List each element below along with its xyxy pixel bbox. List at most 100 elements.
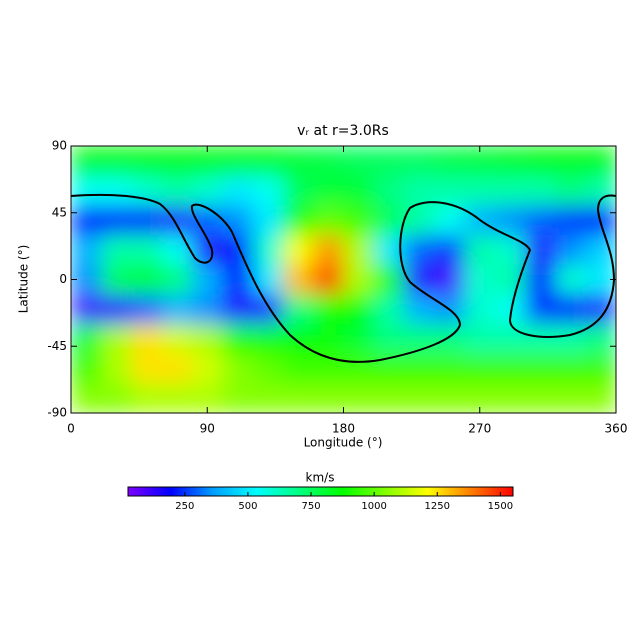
heat-cell xyxy=(404,294,435,325)
heat-cell xyxy=(313,175,344,206)
y-axis-label: Latitude (°) xyxy=(17,245,31,314)
heat-cell xyxy=(525,175,556,206)
heat-cell xyxy=(222,205,254,236)
heat-cell xyxy=(252,146,284,177)
heat-cell xyxy=(404,235,435,266)
heatmap xyxy=(71,146,616,413)
heat-cell xyxy=(131,235,163,266)
heat-cell xyxy=(555,353,587,384)
heat-cell xyxy=(525,383,556,413)
heat-cell xyxy=(494,175,526,206)
heat-cell xyxy=(373,175,405,206)
heat-cell xyxy=(494,146,526,177)
heat-cell xyxy=(343,353,375,384)
heat-cell xyxy=(282,353,314,384)
heat-cell xyxy=(373,383,405,413)
heat-cell xyxy=(101,353,133,384)
heat-cell xyxy=(434,175,466,206)
colorbar-tick-label: 500 xyxy=(238,501,257,512)
heat-cell xyxy=(343,294,375,325)
heat-cell xyxy=(464,353,496,384)
heat-cell xyxy=(434,146,466,177)
heat-cell xyxy=(464,324,496,355)
colorbar-label: km/s xyxy=(306,471,335,485)
heat-cell xyxy=(494,205,526,236)
heat-cell xyxy=(222,294,254,325)
heat-cell xyxy=(222,353,254,384)
heat-cell xyxy=(525,264,556,295)
heat-cell xyxy=(313,353,344,384)
heat-cell xyxy=(585,294,616,325)
colorbar-tick-label: 750 xyxy=(301,501,320,512)
x-tick-label: 0 xyxy=(67,422,75,436)
heat-cell xyxy=(71,324,102,355)
heat-cell xyxy=(131,146,163,177)
heat-cell xyxy=(313,235,344,266)
heat-cell xyxy=(585,324,616,355)
heat-cell xyxy=(434,324,466,355)
heat-cell xyxy=(343,324,375,355)
x-tick-label: 180 xyxy=(332,422,355,436)
colorbar xyxy=(127,486,514,497)
heat-cell xyxy=(161,146,193,177)
heat-cell xyxy=(404,353,435,384)
heat-cell xyxy=(464,294,496,325)
y-tick-label: -45 xyxy=(47,339,67,353)
heat-cell xyxy=(131,264,163,295)
heat-cell xyxy=(282,264,314,295)
heat-cell xyxy=(252,235,284,266)
heat-cell xyxy=(252,383,284,413)
heat-cell xyxy=(343,383,375,413)
y-tick-label: 90 xyxy=(52,139,67,153)
heat-cell xyxy=(585,383,616,413)
heat-cell xyxy=(585,175,616,206)
chart-title: vᵣ at r=3.0Rs xyxy=(297,123,389,139)
heat-cell xyxy=(192,264,223,295)
heat-cell xyxy=(313,146,344,177)
heat-cell xyxy=(282,294,314,325)
heat-cell xyxy=(555,264,587,295)
heat-cell xyxy=(252,264,284,295)
heat-cell xyxy=(404,146,435,177)
heat-cell xyxy=(161,324,193,355)
heat-cell xyxy=(555,294,587,325)
x-axis-label: Longitude (°) xyxy=(304,436,383,450)
x-tick-label: 270 xyxy=(468,422,491,436)
heat-cell xyxy=(161,175,193,206)
heat-cell xyxy=(494,235,526,266)
heat-cell xyxy=(71,235,102,266)
neutral-line xyxy=(71,193,616,363)
heat-cell xyxy=(161,235,193,266)
heat-cell xyxy=(282,235,314,266)
heat-cell xyxy=(101,175,133,206)
heat-cell xyxy=(252,175,284,206)
heat-cell xyxy=(192,324,223,355)
heat-cell xyxy=(131,205,163,236)
heat-cell xyxy=(525,294,556,325)
heat-cell xyxy=(161,353,193,384)
heat-cell xyxy=(373,205,405,236)
heat-cell xyxy=(464,264,496,295)
x-tick-label: 90 xyxy=(200,422,215,436)
heat-cell xyxy=(555,383,587,413)
heat-cell xyxy=(494,383,526,413)
heat-cell xyxy=(525,205,556,236)
heat-cell xyxy=(494,353,526,384)
heat-cell xyxy=(555,146,587,177)
heat-cell xyxy=(525,324,556,355)
heat-cell xyxy=(313,294,344,325)
heat-cell xyxy=(222,324,254,355)
heat-cell xyxy=(101,324,133,355)
x-tick-label: 360 xyxy=(605,422,628,436)
heat-cell xyxy=(192,353,223,384)
heat-cell xyxy=(71,294,102,325)
heat-cell xyxy=(585,353,616,384)
heat-cell xyxy=(555,235,587,266)
heat-cell xyxy=(434,264,466,295)
heat-cell xyxy=(555,175,587,206)
colorbar-tick-label: 1500 xyxy=(488,501,513,512)
heat-cell xyxy=(71,175,102,206)
heat-cell xyxy=(131,324,163,355)
heat-cell xyxy=(161,383,193,413)
